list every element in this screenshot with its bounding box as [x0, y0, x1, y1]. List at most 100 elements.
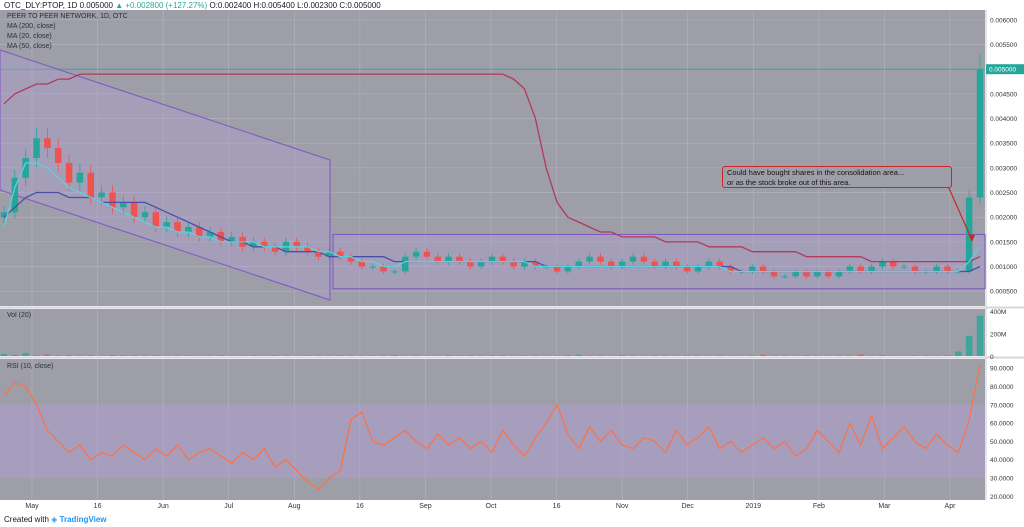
- last-price-tag-label: 0.005000: [989, 67, 1016, 74]
- price-tick-label: 0.000500: [990, 289, 1017, 296]
- candle-body: [467, 261, 474, 267]
- candle-body: [770, 271, 778, 277]
- candle-body: [803, 271, 810, 277]
- footer-created: Created with: [4, 515, 49, 524]
- candle-body: [22, 158, 29, 178]
- annotation-callout[interactable]: Could have bought shares in the consolid…: [722, 166, 952, 188]
- volume-bar: [955, 351, 962, 356]
- candle-body: [846, 266, 854, 272]
- price-tick-label: 0.005500: [990, 42, 1017, 49]
- time-tick-label: Feb: [813, 503, 825, 510]
- volume-bar: [336, 355, 344, 356]
- price-tick-label: 0.004500: [990, 91, 1017, 98]
- annotation-line-2: or as the stock broke out of this area.: [727, 178, 851, 187]
- volume-legend[interactable]: Vol (20): [7, 312, 32, 319]
- rsi-pane[interactable]: [0, 359, 985, 500]
- footer-brand[interactable]: TradingView: [59, 515, 107, 524]
- candle-body: [445, 256, 452, 262]
- last-price-tag: [986, 64, 1024, 75]
- volume-bar: [564, 355, 572, 356]
- annotation-arrowhead: [968, 234, 975, 242]
- time-tick-label: May: [25, 503, 39, 510]
- candle-body: [163, 222, 170, 228]
- price-tick-label: 0.006000: [990, 17, 1017, 24]
- candle-body: [98, 192, 105, 198]
- price-tick-label: 0.002500: [990, 190, 1017, 197]
- symbol-header: OTC_DLY:PTOP, 1D 0.005000 ▲ +0.002800 (+…: [4, 1, 381, 10]
- candle-body: [347, 256, 355, 262]
- rsi-tick-label: 90.0000: [990, 366, 1014, 373]
- volume-bar: [911, 355, 919, 356]
- candle-body: [749, 266, 756, 272]
- volume-tick-label: 200M: [990, 332, 1006, 339]
- price-axis[interactable]: [986, 10, 1024, 500]
- candle-body: [185, 227, 192, 232]
- low-value: L:0.002300: [297, 1, 338, 10]
- volume-bar: [781, 355, 789, 356]
- price-tick-label: 0.001000: [990, 264, 1017, 271]
- price-tick-label: 0.002000: [990, 215, 1017, 222]
- volume-bar: [944, 355, 951, 356]
- volume-bar: [22, 353, 29, 356]
- volume-bar: [803, 355, 810, 356]
- candle-body: [152, 212, 160, 228]
- candle-body: [120, 202, 127, 208]
- candle-body: [608, 261, 615, 267]
- ma200-legend[interactable]: MA (200, close): [7, 23, 56, 30]
- volume-bars: [0, 315, 984, 356]
- volume-bar: [0, 353, 8, 356]
- price-change: ▲ +0.002800 (+127.27%): [115, 1, 208, 10]
- volume-tick-label: 400M: [990, 309, 1006, 316]
- candle-body: [835, 271, 843, 277]
- time-tick-label: Aug: [288, 503, 301, 510]
- ma50-legend[interactable]: MA (50, close): [7, 43, 52, 50]
- candle-body: [87, 172, 95, 198]
- rsi-tick-label: 30.0000: [990, 476, 1014, 483]
- volume-bar: [618, 355, 626, 356]
- candle-body: [228, 236, 235, 242]
- time-tick-label: Mar: [878, 503, 891, 510]
- symbol-name[interactable]: OTC_DLY:PTOP, 1D: [4, 1, 78, 10]
- candle-body: [76, 172, 84, 183]
- candle-body: [326, 251, 333, 257]
- time-tick-label: Apr: [945, 503, 957, 510]
- candle-body: [889, 261, 897, 267]
- candle-body: [976, 69, 984, 198]
- candle-body: [900, 266, 908, 268]
- series-name-label[interactable]: PEER TO PEER NETWORK, 1D, OTC: [7, 13, 128, 20]
- volume-bar: [130, 355, 138, 356]
- candle-body: [423, 251, 431, 257]
- time-tick-label: Sep: [419, 503, 432, 510]
- candle-body: [456, 256, 463, 262]
- rsi-tick-label: 60.0000: [990, 421, 1014, 428]
- rsi-legend[interactable]: RSI (10, close): [7, 363, 54, 370]
- candle-body: [11, 177, 19, 213]
- candle-body: [141, 212, 149, 218]
- candle-body: [499, 256, 507, 262]
- volume-bar: [575, 354, 583, 356]
- volume-bar: [87, 355, 95, 356]
- ma20-legend[interactable]: MA (20, close): [7, 33, 52, 40]
- last-price: 0.005000: [79, 1, 113, 10]
- time-tick-label: Oct: [486, 503, 497, 510]
- volume-bar: [369, 355, 376, 356]
- candle-body: [369, 266, 376, 268]
- volume-bar: [152, 355, 160, 356]
- volume-bar: [120, 355, 127, 356]
- candle-body: [618, 261, 626, 267]
- candle-body: [651, 261, 658, 267]
- time-tick-label: Jul: [224, 503, 233, 510]
- rsi-tick-label: 40.0000: [990, 457, 1014, 464]
- rsi-tick-label: 50.0000: [990, 439, 1014, 446]
- candle-body: [716, 261, 723, 267]
- rsi-tick-label: 20.0000: [990, 494, 1014, 501]
- tradingview-logo-icon: ◈: [51, 515, 58, 524]
- candle-body: [586, 256, 593, 262]
- candle-body: [911, 266, 919, 272]
- volume-pane[interactable]: [0, 309, 985, 356]
- candle-body: [683, 266, 691, 272]
- candle-body: [358, 261, 366, 267]
- candle-body: [673, 261, 680, 267]
- volume-bar: [76, 355, 84, 356]
